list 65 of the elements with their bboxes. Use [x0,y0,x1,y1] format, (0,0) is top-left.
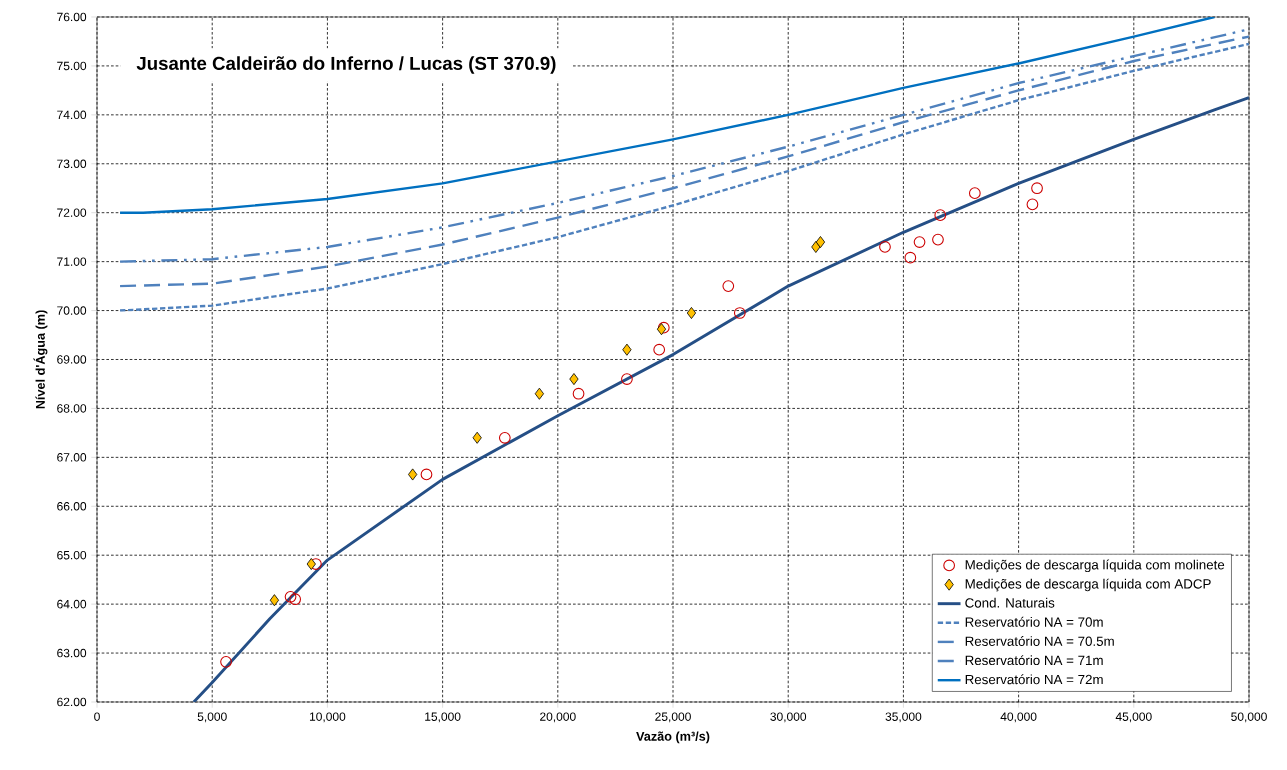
point [408,468,418,481]
point [306,558,316,571]
x-tick-label: 35,000 [885,712,922,723]
legend-label: Medições de descarga líquida com ADCP [965,578,1211,592]
line-series [192,96,1250,702]
point [284,590,297,603]
point [1031,182,1043,195]
y-axis-title: Nível d'Água (m) [33,310,48,409]
y-tick-label: 62.00 [57,697,87,707]
x-tick-label: 10,000 [309,712,346,723]
legend-label: Cond. Naturais [965,597,1055,608]
y-tick-label: 65.00 [57,550,87,560]
point [1026,198,1039,211]
x-tick-label: 5,000 [197,712,227,723]
point [968,187,981,200]
y-tick-label: 69.00 [57,355,87,364]
point [420,468,433,481]
point [811,240,821,253]
point [572,387,585,400]
x-tick-label: 45,000 [1115,712,1152,723]
y-tick-label: 68.00 [57,404,87,413]
point [904,251,917,264]
point [269,594,280,607]
point [722,280,735,292]
legend-label: Reservatório NA = 70.5m [965,635,1114,646]
y-tick-label: 66.00 [57,502,87,511]
x-axis-title: Vazão (m³/s) [636,731,710,744]
point [733,307,746,319]
point [569,373,579,386]
y-tick-label: 71.00 [57,257,87,266]
x-tick-label: 15,000 [425,712,461,723]
y-tick-label: 73.00 [57,159,87,169]
x-tick-label: 25,000 [655,712,691,723]
y-tick-label: 75.00 [57,61,87,71]
x-tick-label: 0 [94,712,100,721]
x-tick-label: 20,000 [540,712,576,723]
point [622,343,632,356]
y-tick-label: 67.00 [57,453,87,462]
point [653,343,666,356]
legend-label: Medições de descarga líquida com molinete [965,559,1225,573]
point [879,241,891,253]
legend-label: Reservatório NA = 71m [965,655,1103,666]
point [220,655,232,668]
point [686,307,697,320]
point [934,209,947,222]
point [289,593,302,606]
text: Jusante Caldeirão do Inferno / Lucas (ST 370.9) [136,56,556,74]
y-tick-label: 76.00 [57,12,87,22]
point [534,387,544,400]
point [913,236,926,248]
point [932,233,944,246]
legend-label: Reservatório NA = 70m [965,616,1103,627]
point [815,236,826,249]
x-tick-label: 30,000 [770,712,807,723]
y-tick-label: 74.00 [57,110,87,120]
point [498,431,511,444]
x-tick-label: 50,000 [1231,712,1267,723]
point [621,373,633,385]
y-tick-label: 64.00 [57,599,87,609]
y-tick-label: 70.00 [57,306,87,315]
x-tick-label: 40,000 [1000,712,1037,723]
y-tick-label: 72.00 [57,208,87,217]
point [472,431,482,444]
legend-label: Reservatório NA = 72m [965,674,1103,685]
y-tick-label: 63.00 [57,648,87,658]
